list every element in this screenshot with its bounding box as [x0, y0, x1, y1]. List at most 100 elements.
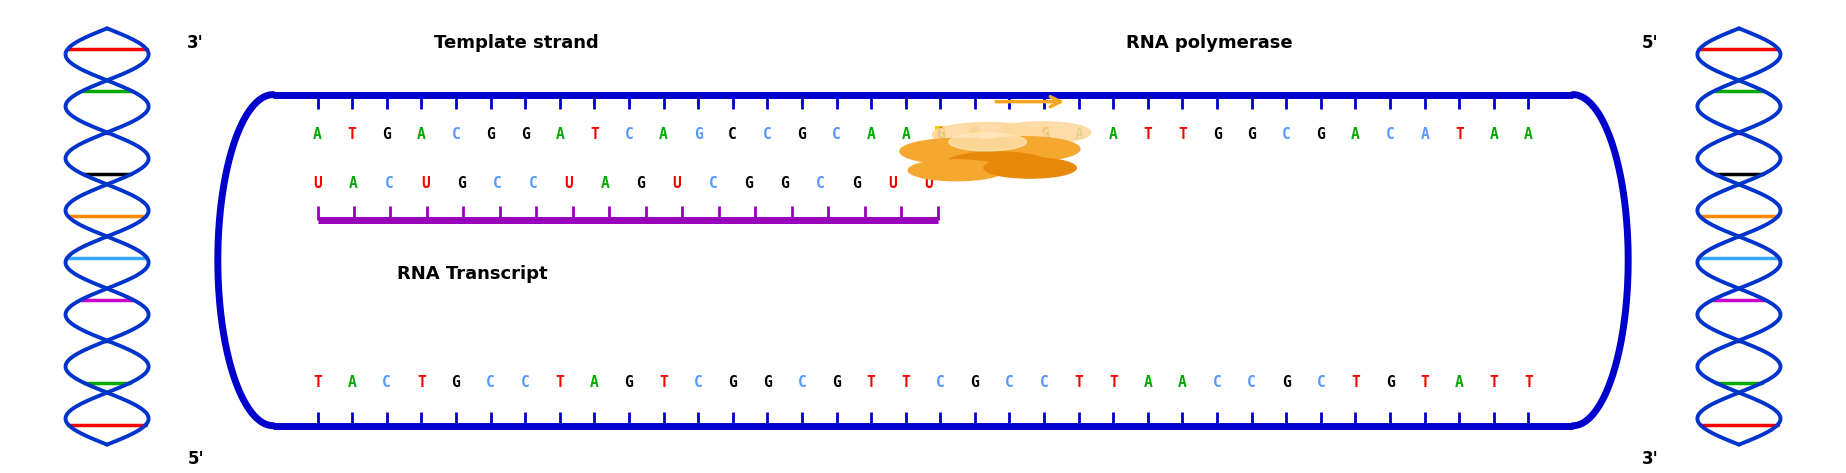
Text: T: T: [868, 375, 875, 390]
Text: C: C: [1386, 127, 1394, 142]
Text: T: T: [347, 127, 356, 142]
Ellipse shape: [995, 122, 1091, 143]
Text: 5': 5': [1641, 34, 1660, 52]
Text: T: T: [556, 375, 565, 390]
Text: C: C: [729, 127, 737, 142]
Ellipse shape: [945, 152, 1049, 175]
Text: C: C: [971, 127, 978, 142]
Text: G: G: [762, 375, 772, 390]
Text: G: G: [744, 176, 753, 191]
Text: C: C: [1039, 375, 1049, 390]
Text: G: G: [485, 127, 495, 142]
Text: C: C: [382, 375, 391, 390]
Text: T: T: [1178, 127, 1187, 142]
Text: C: C: [528, 176, 537, 191]
Text: G: G: [797, 127, 807, 142]
Text: G: G: [853, 176, 860, 191]
Text: A: A: [901, 127, 910, 142]
Text: A: A: [314, 127, 321, 142]
Text: T: T: [1525, 375, 1532, 390]
Text: C: C: [936, 375, 945, 390]
Text: G: G: [624, 375, 633, 390]
Text: T: T: [1351, 375, 1361, 390]
Text: 3': 3': [1641, 450, 1660, 468]
Text: G: G: [452, 375, 460, 390]
Text: U: U: [565, 176, 574, 191]
Text: G: G: [694, 127, 703, 142]
Text: T: T: [314, 375, 321, 390]
Text: C: C: [1248, 375, 1255, 390]
Text: G: G: [1039, 127, 1049, 142]
Text: U: U: [314, 176, 321, 191]
Ellipse shape: [984, 158, 1076, 178]
Text: U: U: [421, 176, 430, 191]
Text: G: G: [458, 176, 465, 191]
Text: C: C: [833, 127, 842, 142]
Ellipse shape: [949, 133, 1026, 151]
Text: G: G: [521, 127, 530, 142]
Text: T: T: [1074, 375, 1084, 390]
Text: A: A: [556, 127, 565, 142]
Text: A: A: [868, 127, 875, 142]
Text: T: T: [1490, 375, 1499, 390]
Text: G: G: [936, 127, 945, 142]
Text: G: G: [1248, 127, 1255, 142]
Text: G: G: [637, 176, 646, 191]
Text: T: T: [591, 127, 598, 142]
Text: A: A: [1525, 127, 1532, 142]
Text: U: U: [925, 176, 932, 191]
Text: G: G: [1386, 375, 1394, 390]
Text: G: G: [833, 375, 842, 390]
Text: C: C: [1316, 375, 1325, 390]
Text: G: G: [1281, 375, 1290, 390]
Text: C: C: [1004, 375, 1013, 390]
Text: A: A: [600, 176, 609, 191]
Text: C: C: [493, 176, 502, 191]
Ellipse shape: [932, 123, 1043, 147]
Text: G: G: [1213, 127, 1222, 142]
Text: A: A: [347, 375, 356, 390]
Text: G: G: [971, 375, 978, 390]
Text: C: C: [1281, 127, 1290, 142]
Text: G: G: [1004, 127, 1013, 142]
Text: G: G: [781, 176, 788, 191]
Ellipse shape: [908, 160, 1004, 181]
Text: C: C: [1213, 375, 1222, 390]
Ellipse shape: [969, 137, 1080, 161]
Text: T: T: [901, 375, 910, 390]
Text: A: A: [349, 176, 358, 191]
Text: A: A: [1074, 127, 1084, 142]
Text: A: A: [659, 127, 668, 142]
Text: C: C: [816, 176, 825, 191]
Text: T: T: [1455, 127, 1464, 142]
Text: Template strand: Template strand: [434, 34, 598, 52]
Text: A: A: [1490, 127, 1499, 142]
Ellipse shape: [901, 139, 1019, 165]
Text: A: A: [1178, 375, 1187, 390]
Text: A: A: [1109, 127, 1117, 142]
Text: C: C: [452, 127, 460, 142]
Text: T: T: [417, 375, 426, 390]
Text: G: G: [729, 375, 737, 390]
Text: C: C: [762, 127, 772, 142]
Text: G: G: [1316, 127, 1325, 142]
Text: C: C: [797, 375, 807, 390]
Text: T: T: [659, 375, 668, 390]
Text: T: T: [1109, 375, 1117, 390]
Text: C: C: [485, 375, 495, 390]
Text: G: G: [382, 127, 391, 142]
Text: T: T: [1143, 127, 1152, 142]
Text: A: A: [1420, 127, 1429, 142]
Text: A: A: [591, 375, 598, 390]
Text: A: A: [1455, 375, 1464, 390]
Text: C: C: [709, 176, 718, 191]
Text: U: U: [888, 176, 897, 191]
Text: 5': 5': [186, 450, 205, 468]
Text: RNA Transcript: RNA Transcript: [397, 265, 548, 283]
Text: U: U: [672, 176, 681, 191]
Text: 3': 3': [186, 34, 205, 52]
Text: A: A: [1143, 375, 1152, 390]
Text: A: A: [1351, 127, 1361, 142]
Text: C: C: [624, 127, 633, 142]
Text: RNA polymerase: RNA polymerase: [1126, 34, 1292, 52]
